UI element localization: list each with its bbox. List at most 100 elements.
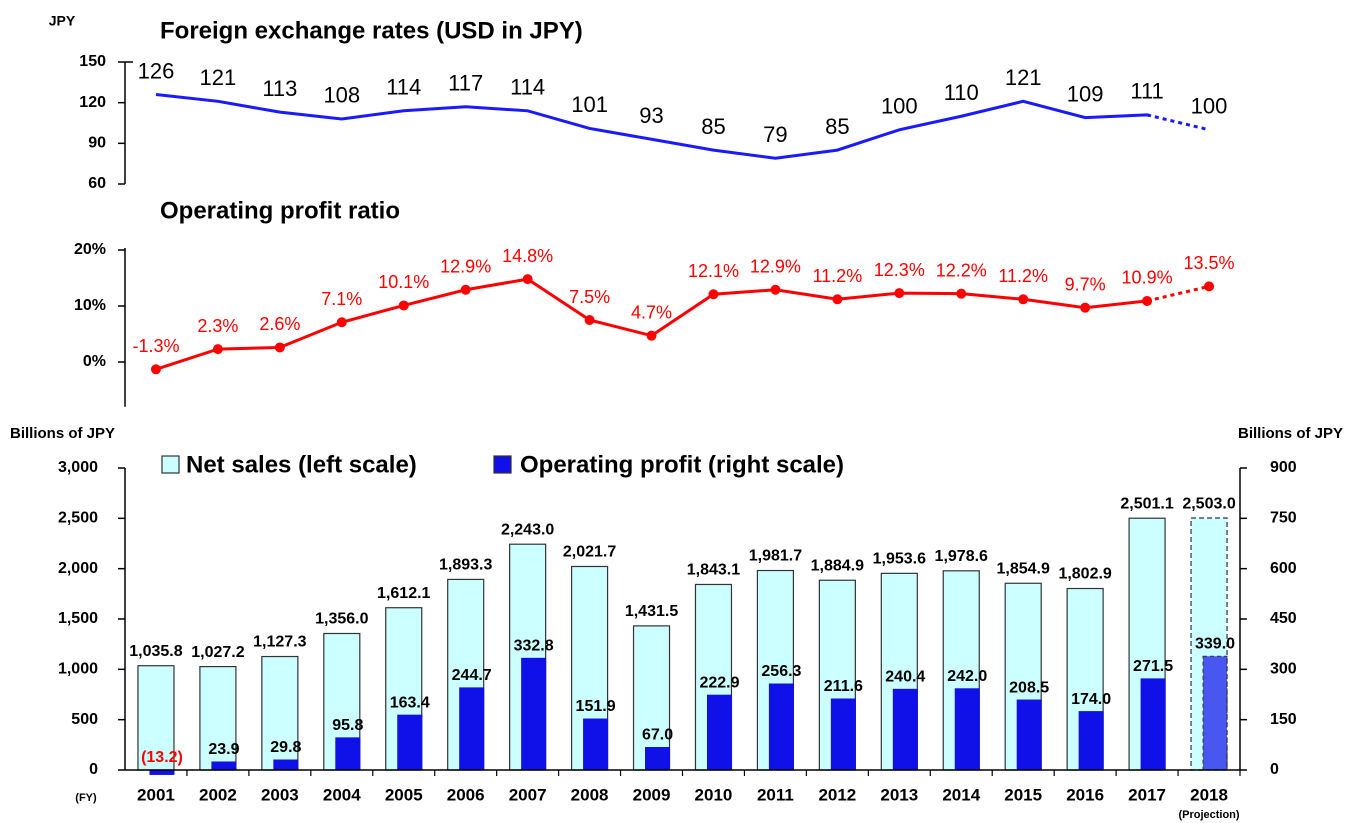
- bar: [459, 687, 485, 771]
- data-label: 113: [262, 76, 297, 101]
- data-label: 1,612.1: [377, 585, 430, 602]
- y-axis-label: JPY: [49, 13, 76, 29]
- data-label: 1,127.3: [253, 634, 306, 651]
- data-label: 29.8: [270, 739, 301, 756]
- y-tick-label: 1,500: [58, 610, 98, 627]
- marker: [1018, 294, 1029, 305]
- bar: [1202, 655, 1228, 771]
- data-label: 111: [1130, 79, 1163, 104]
- y-tick-label: 2,000: [58, 560, 98, 577]
- data-label: 126: [138, 58, 175, 83]
- y2-tick-label: 450: [1270, 610, 1297, 627]
- y-tick-label: 0%: [83, 353, 106, 370]
- bar: [583, 718, 609, 771]
- data-label: 9.7%: [1065, 274, 1106, 294]
- y-axis-label: Billions of JPY: [10, 425, 115, 442]
- data-label: 79: [763, 122, 787, 147]
- x-tick-label: 2001: [137, 785, 175, 804]
- data-label: 271.5: [1133, 658, 1173, 675]
- marker: [398, 300, 409, 311]
- data-label: 121: [1005, 65, 1042, 90]
- x-axis-label: (FY): [75, 792, 97, 804]
- marker: [212, 344, 223, 355]
- data-label: 13.5%: [1184, 253, 1235, 273]
- marker: [1142, 295, 1153, 306]
- data-label: 14.8%: [502, 246, 553, 266]
- y-tick-label: 90: [88, 135, 106, 152]
- marker: [832, 294, 843, 305]
- data-label: 2.3%: [197, 316, 238, 336]
- legend-swatch: [493, 455, 512, 474]
- data-label: 2,503.0: [1182, 495, 1235, 512]
- projection-segment: [1146, 113, 1210, 132]
- data-label: 10.9%: [1122, 268, 1173, 288]
- bar: [335, 737, 361, 771]
- bar: [645, 747, 671, 771]
- bar: [273, 759, 299, 771]
- marker: [646, 330, 657, 341]
- data-label: 85: [825, 114, 849, 139]
- x-tick-label: 2007: [509, 785, 547, 804]
- y2-tick-label: 900: [1270, 459, 1297, 476]
- marker: [956, 288, 967, 299]
- data-label: 339.0: [1195, 635, 1235, 652]
- chart-title: Operating profit ratio: [160, 197, 400, 224]
- data-label: -1.3%: [132, 336, 179, 356]
- data-label: 114: [386, 75, 421, 100]
- data-label: 12.9%: [750, 257, 801, 277]
- data-label: 2,243.0: [501, 521, 554, 538]
- marker: [1080, 302, 1091, 313]
- x-tick-label: 2008: [571, 785, 609, 804]
- data-label: 1,431.5: [625, 603, 678, 620]
- marker: [770, 284, 781, 295]
- legend-label: Net sales (left scale): [186, 451, 417, 478]
- data-label: 7.5%: [569, 287, 610, 307]
- y-tick-label: 2,500: [58, 510, 98, 527]
- data-label: 222.9: [699, 674, 739, 691]
- data-label: 12.3%: [874, 260, 925, 280]
- y2-tick-label: 150: [1270, 711, 1297, 728]
- marker: [1204, 281, 1215, 292]
- data-label: 1,978.6: [935, 548, 988, 565]
- marker: [336, 317, 347, 328]
- data-label: 109: [1067, 81, 1104, 106]
- data-label: 85: [701, 114, 725, 139]
- data-label: 1,981.7: [749, 548, 802, 565]
- category-note: (Projection): [1178, 809, 1239, 821]
- x-tick-label: 2009: [633, 785, 671, 804]
- data-label: 100: [881, 94, 918, 119]
- bar: [632, 625, 671, 771]
- data-label: 208.5: [1009, 679, 1049, 696]
- x-tick-label: 2010: [695, 785, 733, 804]
- data-label: 332.8: [514, 638, 554, 655]
- marker: [150, 364, 161, 375]
- data-label: 12.2%: [936, 260, 987, 280]
- legend-swatch: [161, 455, 180, 474]
- data-label: 2,021.7: [563, 544, 616, 561]
- marker: [708, 289, 719, 300]
- data-label: 4.7%: [631, 302, 672, 322]
- y-tick-label: 60: [88, 175, 106, 192]
- y2-axis-label: Billions of JPY: [1238, 425, 1343, 442]
- data-label: 110: [944, 80, 979, 105]
- legend-label: Operating profit (right scale): [520, 451, 844, 478]
- projection-segment: [1146, 284, 1210, 303]
- bar: [892, 688, 918, 771]
- x-tick-label: 2017: [1128, 785, 1166, 804]
- data-label: 2,501.1: [1120, 495, 1173, 512]
- y-tick-label: 500: [71, 711, 98, 728]
- marker: [274, 342, 285, 353]
- bar: [954, 688, 980, 771]
- data-label: 211.6: [824, 678, 863, 695]
- x-tick-label: 2013: [880, 785, 918, 804]
- data-label: 101: [571, 92, 608, 117]
- y-tick-label: 3,000: [58, 459, 98, 476]
- data-label: 11.2%: [813, 266, 863, 286]
- marker: [460, 284, 471, 295]
- bar: [199, 665, 237, 771]
- marker: [894, 288, 905, 299]
- data-label: 11.2%: [998, 266, 1048, 286]
- bar: [768, 683, 794, 771]
- x-tick-label: 2006: [447, 785, 485, 804]
